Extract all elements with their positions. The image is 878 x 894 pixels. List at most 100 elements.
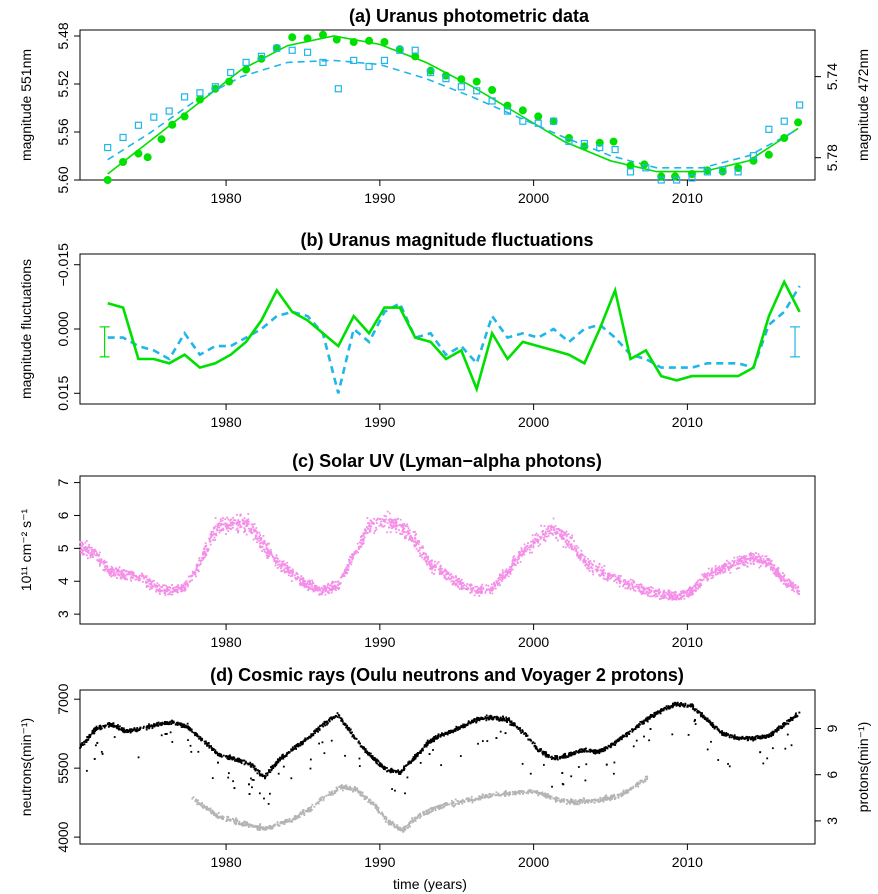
uv-point <box>262 542 265 545</box>
uv-point <box>115 569 118 571</box>
uv-point <box>201 556 203 559</box>
uv-point <box>723 562 726 565</box>
uv-point <box>626 587 629 590</box>
uv-point <box>718 567 721 570</box>
uv-point <box>199 563 202 566</box>
uv-point <box>700 584 703 587</box>
uv-point <box>547 525 549 528</box>
neutron-point <box>252 779 255 781</box>
proton-point <box>215 812 217 815</box>
uv-point <box>556 539 559 542</box>
uv-point <box>421 556 423 559</box>
uv-point <box>394 518 396 521</box>
uv-point <box>401 532 404 535</box>
proton-point <box>411 817 414 820</box>
uv-point <box>501 575 504 578</box>
uv-point <box>642 591 645 594</box>
uv-point <box>334 587 337 590</box>
uv-point <box>217 522 220 525</box>
proton-point <box>302 809 305 811</box>
neutron-point <box>497 716 499 719</box>
proton-point <box>411 820 413 823</box>
uv-point <box>425 556 428 559</box>
uv-point <box>184 584 187 587</box>
uv-point <box>199 562 202 565</box>
proton-point <box>481 797 484 799</box>
proton-point <box>227 819 230 821</box>
uv-point <box>518 554 520 557</box>
uv-point <box>450 580 453 583</box>
neutron-point <box>517 728 520 731</box>
proton-point <box>289 820 291 823</box>
uv-point <box>719 572 722 575</box>
uv-point <box>81 541 83 544</box>
uv-point <box>373 532 376 534</box>
uv-point <box>681 596 683 599</box>
uv-point <box>220 529 223 532</box>
uv-point <box>576 551 579 554</box>
uv-point <box>155 590 157 593</box>
proton-point <box>490 795 493 797</box>
proton-point <box>440 804 443 807</box>
a-y2tick-label-1: 5.78 <box>824 144 840 171</box>
uv-point <box>148 583 151 585</box>
uv-point <box>113 570 116 573</box>
proton-point <box>554 800 557 802</box>
uv-point <box>130 575 133 578</box>
uv-point <box>519 554 522 557</box>
proton-point <box>451 804 454 807</box>
uv-point <box>309 587 312 590</box>
uv-point <box>688 591 691 594</box>
proton-point <box>560 799 563 802</box>
uv-point <box>318 588 321 591</box>
uv-point <box>258 531 261 534</box>
proton-point <box>349 786 351 788</box>
uv-point <box>603 578 606 580</box>
green-point <box>134 149 143 158</box>
uv-point <box>716 571 719 574</box>
uv-point <box>274 557 277 559</box>
uv-point <box>715 569 718 572</box>
uv-point <box>605 578 608 581</box>
uv-point <box>524 546 527 549</box>
proton-point <box>546 793 549 796</box>
uv-point <box>91 548 93 551</box>
uv-point <box>469 591 472 594</box>
uv-point <box>300 575 303 577</box>
uv-point <box>457 580 459 583</box>
uv-point <box>175 590 178 592</box>
neutron-point <box>291 746 294 749</box>
green-point <box>718 167 727 176</box>
cyan-square <box>719 166 727 174</box>
uv-point <box>762 557 765 560</box>
uv-point <box>84 547 86 550</box>
uv-point <box>239 524 242 526</box>
uv-point <box>205 553 208 556</box>
uv-point <box>407 527 410 530</box>
proton-point <box>353 788 356 791</box>
uv-point <box>158 590 161 593</box>
uv-point <box>131 573 134 576</box>
uv-point <box>328 589 331 592</box>
uv-point <box>112 572 115 575</box>
proton-point <box>252 825 255 828</box>
proton-point <box>339 785 342 788</box>
uv-point <box>748 557 751 560</box>
proton-point <box>451 802 454 804</box>
uv-point <box>728 567 731 570</box>
uv-point <box>286 569 289 572</box>
uv-point <box>640 585 643 588</box>
uv-point <box>542 539 545 541</box>
uv-point <box>519 551 522 554</box>
uv-point <box>107 572 110 575</box>
uv-point <box>691 592 694 595</box>
uv-point <box>386 510 389 513</box>
neutron-point <box>321 741 324 744</box>
uv-point <box>550 526 553 529</box>
uv-point <box>142 574 145 577</box>
proton-point <box>346 786 349 789</box>
uv-point <box>436 562 439 565</box>
uv-point <box>312 587 315 590</box>
proton-point <box>222 818 225 820</box>
